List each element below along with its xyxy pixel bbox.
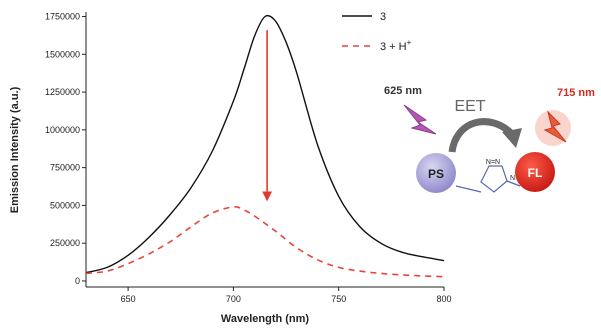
excitation-wavelength-label: 625 nm [384,85,422,97]
legend-label-3-plus-h-base: 3 + H [380,41,407,53]
y-tick-label: 250000 [50,238,80,248]
emission-lightning-icon [543,110,567,143]
donor-linker [455,185,482,193]
y-tick-label: 750000 [50,163,80,173]
excitation-lightning-icon [403,104,437,135]
y-tick-label: 1500000 [45,49,80,59]
x-axis-title: Wavelength (nm) [221,313,310,325]
y-axis-title: Emission Intensity (a.u.) [9,86,21,213]
y-tick-label: 500000 [50,200,80,210]
y-tick-label: 1000000 [45,125,80,135]
transfer-label: EET [454,98,485,115]
plot-axes [85,12,444,288]
y-tick-label: 1250000 [45,87,80,97]
y-tick-label: 0 [75,276,80,286]
acceptor-linker [506,180,521,187]
donor-label: PS [428,167,444,181]
series-line-3 [85,14,445,274]
legend: 3 3 + H+ [342,11,412,53]
triazole-n-label: N [510,175,515,182]
acceptor-chromophore [515,152,555,192]
x-tick-label: 700 [226,294,241,304]
legend-label-3: 3 [380,11,386,23]
y-axis-ticks: 0 250000 500000 750000 1000000 1250000 1500000… [45,12,86,286]
emission-wavelength-label: 715 nm [557,87,595,99]
y-tick-label: 1750000 [45,12,80,22]
transfer-arrow-head-icon [502,128,522,148]
x-tick-label: 800 [436,294,451,304]
legend-label-3-plus-h: 3 + H+ [380,38,412,53]
series-line-3-plus-h [85,206,445,278]
triazole-label: N=N [486,159,500,166]
x-tick-label: 650 [121,294,136,304]
triazole-ring: N=N N [480,159,515,193]
acceptor-label: FL [528,166,543,180]
x-tick-label: 750 [331,294,346,304]
transfer-arrow [448,118,515,153]
eet-scheme: 625 nm EET 715 nm PS N=N N FL [384,85,595,193]
x-axis-ticks: 650 700 750 800 [121,287,452,304]
donor-chromophore [416,153,456,193]
legend-superscript: + [407,38,412,47]
